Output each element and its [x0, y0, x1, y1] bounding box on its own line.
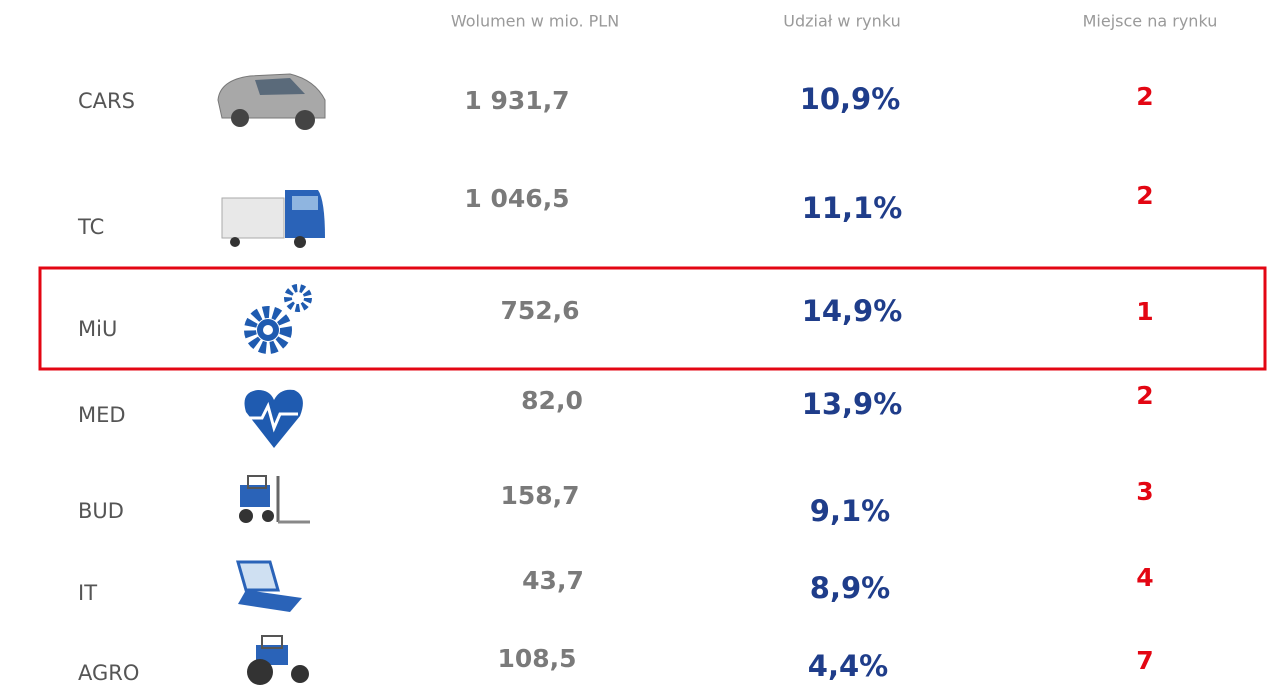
market-share: 14,9% [802, 294, 903, 328]
market-rank: 2 [1136, 82, 1153, 111]
volume: 43,7 [522, 566, 584, 595]
market-share: 11,1% [802, 191, 903, 225]
row-label: IT [78, 581, 97, 605]
market-rank: 2 [1136, 181, 1153, 210]
volume: 1 046,5 [464, 184, 569, 213]
market-share: 8,9% [810, 571, 890, 605]
row-label: TC [77, 215, 104, 239]
row-label: MED [78, 403, 126, 427]
market-share: 10,9% [800, 82, 901, 116]
column-header: Wolumen w mio. PLN [451, 12, 619, 31]
volume: 158,7 [500, 481, 579, 510]
market-share: 13,9% [802, 387, 903, 421]
market-rank: 2 [1136, 381, 1153, 410]
market-rank: 3 [1136, 477, 1153, 506]
highlight-box [40, 268, 1265, 369]
forklift-icon [239, 476, 310, 523]
row-label: AGRO [78, 661, 139, 685]
market-share: 4,4% [808, 649, 888, 683]
tractor-icon [247, 636, 309, 685]
volume: 752,6 [500, 296, 579, 325]
market-share: 9,1% [810, 494, 890, 528]
row-label: BUD [78, 499, 124, 523]
market-rank: 4 [1136, 563, 1153, 592]
row-label: CARS [78, 89, 135, 113]
volume: 82,0 [521, 386, 583, 415]
laptop-icon [238, 562, 302, 612]
column-header: Miejsce na rynku [1083, 12, 1218, 31]
volume: 108,5 [497, 644, 576, 673]
volume: 1 931,7 [464, 86, 569, 115]
truck-icon [222, 190, 325, 248]
heart-icon [245, 390, 303, 448]
market-rank: 1 [1136, 297, 1153, 326]
row-label: MiU [78, 317, 117, 341]
gears-icon [250, 288, 308, 348]
column-header: Udział w rynku [783, 12, 900, 31]
car-icon [218, 74, 325, 130]
market-rank: 7 [1136, 646, 1153, 675]
page: Wolumen w mio. PLN Udział w rynku Miejsce … [0, 0, 1267, 689]
